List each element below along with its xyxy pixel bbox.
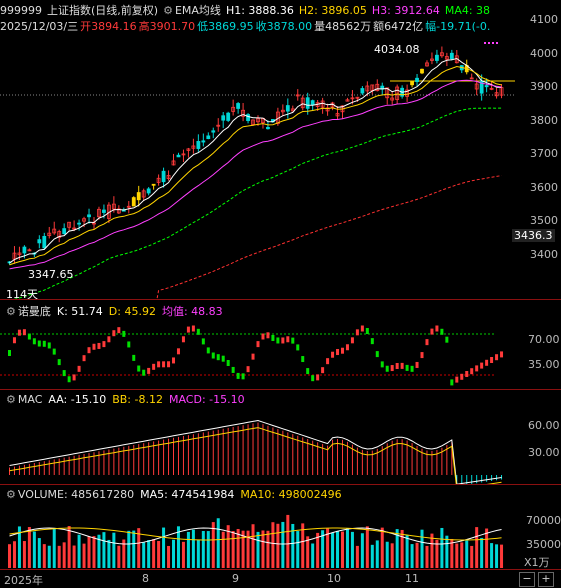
- header-row-2: 2025/12/03/三 开3894.16 高3901.70 低3869.95 收387…: [0, 20, 495, 33]
- mac-aa: AA: -15.10: [48, 393, 107, 406]
- high-marker-label: 4034.08: [374, 43, 420, 56]
- mac-name: MAC: [17, 393, 43, 406]
- kd-avg: 均值: 48.83: [161, 305, 223, 318]
- current-price-tag: 3436.3: [512, 229, 555, 242]
- gear-icon[interactable]: ⚙: [163, 4, 173, 17]
- x-label-nov: 11: [405, 572, 419, 585]
- mac-bb: BB: -8.12: [112, 393, 163, 406]
- quote-open: 开3894.16: [80, 20, 137, 33]
- divider: [0, 484, 561, 485]
- kd-d: D: 45.92: [108, 305, 156, 318]
- quote-low: 低3869.95: [197, 20, 254, 33]
- price-tick: 4000: [530, 46, 558, 60]
- price-tick: 3600: [530, 180, 558, 194]
- vol-unit: X1万: [524, 556, 550, 569]
- kd-title: ⚙ 诺曼底 K: 51.74 D: 45.92 均值: 48.83: [6, 303, 229, 319]
- mac-tick-30: 30.00: [528, 446, 560, 459]
- gear-icon[interactable]: ⚙: [6, 488, 16, 501]
- mac-indicator-chart[interactable]: [0, 390, 561, 485]
- ema-h3: H3: 3912.64: [371, 4, 440, 17]
- kd-tick-70: 70.00: [528, 333, 560, 346]
- volume-name: VOLUME: 485617280: [17, 488, 135, 501]
- price-tick: 3700: [530, 147, 558, 161]
- divider: [0, 569, 561, 570]
- candlestick-chart[interactable]: [0, 0, 561, 300]
- quote-volume: 量48562万: [314, 20, 372, 33]
- price-tick: 3900: [530, 80, 558, 94]
- price-tick: 3400: [530, 248, 558, 261]
- price-tick: 3800: [530, 113, 558, 127]
- volume-ma5: MA5: 474541984: [140, 488, 235, 501]
- kd-tick-35: 35.00: [528, 358, 560, 371]
- divider: [0, 389, 561, 390]
- x-label-aug: 8: [142, 572, 149, 585]
- quote-amount: 额6472亿: [373, 20, 424, 33]
- kd-k: K: 51.74: [56, 305, 103, 318]
- volume-chart[interactable]: [0, 485, 561, 570]
- header-row-1: 999999 上证指数(日线,前复权) ⚙ EMA均线 H1: 3888.36 H2: 3…: [0, 4, 495, 17]
- x-label-sep: 9: [232, 572, 239, 585]
- stock-code: 999999: [0, 4, 42, 17]
- vol-tick-35000: 35000: [526, 538, 561, 551]
- volume-ma10: MA10: 498002496: [240, 488, 342, 501]
- stock-name: 上证指数(日线,前复权): [47, 4, 159, 17]
- zoom-in-button[interactable]: +: [538, 572, 554, 587]
- price-tick: 3500: [530, 214, 558, 228]
- ema-h2: H2: 3896.05: [298, 4, 367, 17]
- days-label: 114天: [6, 288, 38, 301]
- quote-date: 2025/12/03/三: [0, 20, 79, 33]
- mac-title: ⚙ MAC AA: -15.10 BB: -8.12 MACD: -15.10: [6, 393, 251, 406]
- x-label-oct: 10: [327, 572, 341, 585]
- low-marker-label: 3347.65: [28, 268, 74, 281]
- x-label-year: 2025年: [4, 574, 43, 587]
- divider: [0, 299, 561, 300]
- volume-title: ⚙ VOLUME: 485617280 MA5: 474541984 MA10: 49…: [6, 488, 348, 501]
- quote-change: 幅-19.71(-0.: [425, 20, 491, 33]
- ema-ma4: MA4: 38: [444, 4, 491, 17]
- mac-tick-60: 60.00: [528, 419, 560, 432]
- quote-close: 收3878.00: [255, 20, 313, 33]
- vol-tick-70000: 70000: [526, 514, 561, 527]
- kd-name: 诺曼底: [17, 305, 51, 318]
- mac-macd: MACD: -15.10: [168, 393, 245, 406]
- ema-h1: H1: 3888.36: [225, 4, 294, 17]
- zoom-out-button[interactable]: −: [519, 572, 535, 587]
- gear-icon[interactable]: ⚙: [6, 305, 16, 318]
- quote-high: 高3901.70: [138, 20, 196, 33]
- price-tick: 4100: [530, 13, 558, 26]
- ema-label: EMA均线: [174, 4, 221, 17]
- gear-icon[interactable]: ⚙: [6, 393, 16, 406]
- kd-indicator-chart[interactable]: [0, 300, 561, 390]
